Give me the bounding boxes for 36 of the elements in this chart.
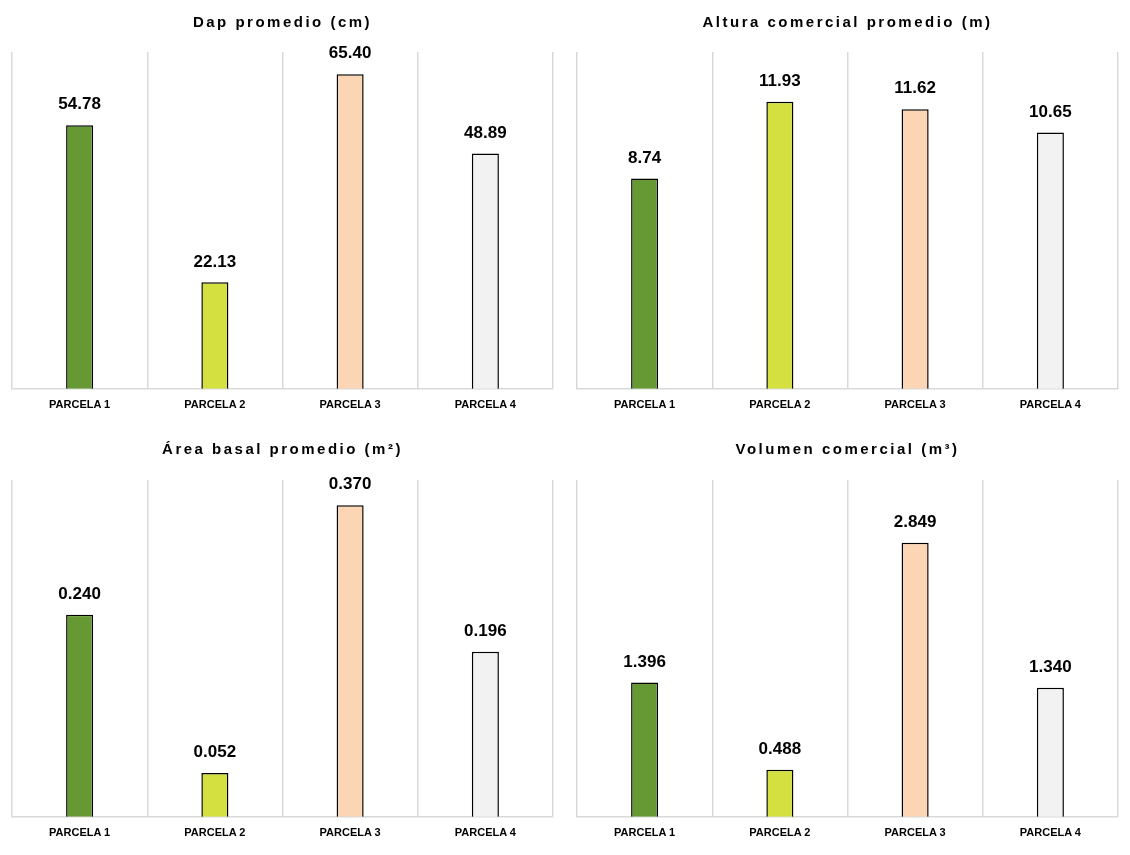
x-tick-label: PARCELA 4 (454, 825, 517, 838)
data-label: 0.370 (328, 473, 372, 493)
x-tick-label: PARCELA 1 (49, 825, 111, 838)
data-label: 65.40 (328, 43, 372, 63)
chart-title: Dap promedio (cm) (191, 11, 374, 32)
data-label: 0.196 (464, 620, 507, 640)
x-tick-label: PARCELA 4 (1019, 398, 1082, 411)
x-tick-label: PARCELA 1 (49, 398, 111, 411)
data-label: 2.849 (893, 511, 937, 531)
data-label: 48.89 (464, 122, 507, 142)
data-label: 0.240 (58, 583, 101, 603)
x-tick-label: PARCELA 3 (884, 398, 946, 411)
x-tick-label: PARCELA 3 (319, 398, 381, 411)
x-tick-label: PARCELA 1 (614, 398, 676, 411)
data-label: 0.052 (193, 741, 237, 761)
data-label: 1.340 (1029, 656, 1072, 676)
chart-title: Altura comercial promedio (m) (701, 11, 994, 32)
x-tick-label: PARCELA 3 (319, 825, 381, 838)
x-tick-label: PARCELA 2 (749, 825, 811, 838)
x-tick-label: PARCELA 4 (454, 398, 517, 411)
data-label: 11.93 (759, 70, 801, 90)
chart-title: Área basal promedio (m²) (161, 439, 404, 459)
data-label: 10.65 (1029, 101, 1072, 121)
x-tick-label: PARCELA 2 (749, 398, 811, 411)
data-label: 0.488 (758, 738, 802, 758)
data-label: 11.62 (894, 78, 936, 98)
data-label: 1.396 (623, 651, 666, 671)
x-tick-label: PARCELA 2 (184, 398, 246, 411)
x-tick-label: PARCELA 1 (614, 825, 676, 838)
chart-title: Volumen comercial (m³) (734, 439, 961, 459)
data-label: 54.78 (58, 94, 101, 114)
data-label: 8.74 (628, 147, 662, 167)
x-tick-label: PARCELA 4 (1019, 825, 1082, 838)
x-tick-label: PARCELA 3 (884, 825, 946, 838)
x-tick-label: PARCELA 2 (184, 825, 246, 838)
data-label: 22.13 (193, 251, 237, 271)
